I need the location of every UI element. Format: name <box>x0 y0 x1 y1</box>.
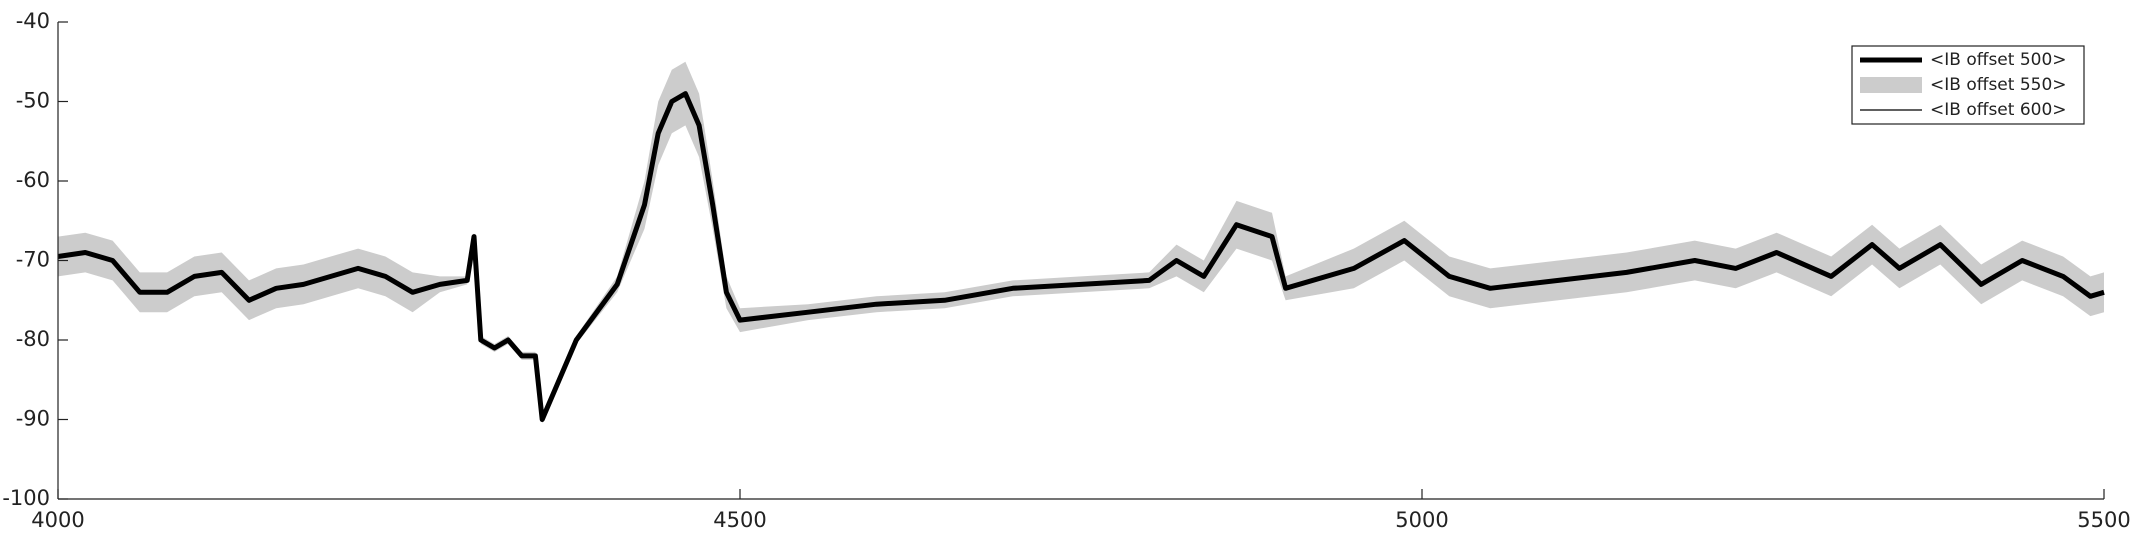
y-tick-label: -70 <box>16 248 50 272</box>
legend: <IB offset 500> <IB offset 550> <IB offset… <box>1851 45 2085 125</box>
band <box>58 61 2104 424</box>
legend-label: <IB offset 600> <box>1930 100 2067 120</box>
y-tick-label: -100 <box>2 486 50 510</box>
y-tick-label: -90 <box>16 407 50 431</box>
y-tick-label: -60 <box>16 168 50 192</box>
y-tick-label: -40 <box>16 9 50 33</box>
legend-swatch <box>1860 77 1922 93</box>
y-tick-label: -50 <box>16 89 50 113</box>
x-tick-label: 5500 <box>2077 508 2130 532</box>
legend-label: <IB offset 550> <box>1930 75 2067 95</box>
legend-label: <IB offset 500> <box>1930 50 2067 70</box>
y-tick-label: -80 <box>16 327 50 351</box>
line <box>57 92 2105 421</box>
x-tick-label: 4000 <box>31 508 84 532</box>
x-tick-label: 4500 <box>713 508 766 532</box>
x-tick-label: 5000 <box>1395 508 1448 532</box>
